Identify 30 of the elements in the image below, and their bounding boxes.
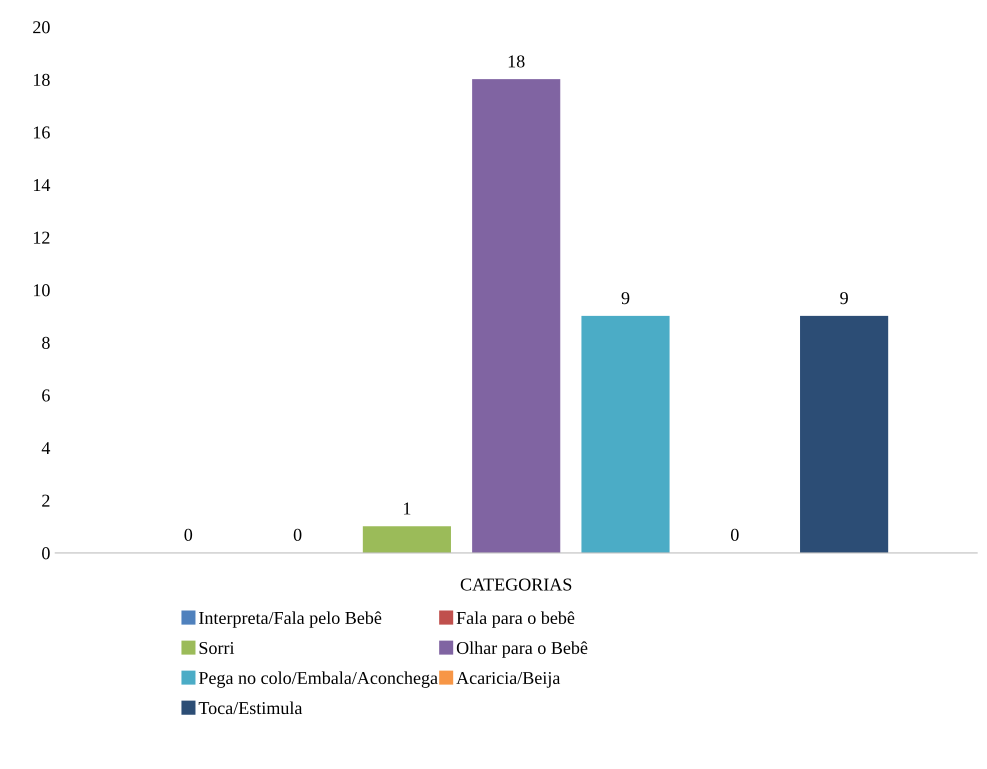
y-tick-label: 18 bbox=[34, 74, 50, 86]
data-label: 18 bbox=[508, 55, 525, 68]
legend-label: Pega no colo/Embala/Aconchega bbox=[198, 671, 438, 688]
data-label: 0 bbox=[294, 528, 302, 541]
data-label: 9 bbox=[840, 292, 848, 304]
bar bbox=[800, 316, 888, 553]
y-tick-label: 14 bbox=[34, 179, 50, 191]
data-label: 0 bbox=[730, 528, 739, 541]
y-tick-label: 0 bbox=[42, 547, 50, 560]
legend-label: Fala para o bebê bbox=[456, 611, 574, 628]
data-label: 0 bbox=[184, 528, 192, 541]
y-tick-label: 16 bbox=[34, 126, 50, 139]
y-tick-label: 8 bbox=[42, 336, 50, 349]
bar bbox=[472, 79, 560, 553]
legend-label: Sorri bbox=[200, 642, 234, 654]
y-tick-label: 12 bbox=[34, 232, 50, 244]
y-tick-label: 2 bbox=[42, 494, 50, 507]
x-tick-label: CATEGORIAS bbox=[460, 578, 572, 591]
data-label: 9 bbox=[622, 292, 630, 304]
legend-label: Interpreta/Fala pelo Bebê bbox=[199, 611, 382, 628]
legend-label: Olhar para o Bebê bbox=[456, 641, 588, 658]
y-tick-label: 6 bbox=[42, 389, 50, 402]
legend-label: Acaricia/Beija bbox=[456, 672, 560, 688]
bar bbox=[362, 526, 451, 553]
y-tick-label: 4 bbox=[42, 442, 50, 454]
y-tick-label: 20 bbox=[33, 21, 50, 34]
bar bbox=[581, 316, 670, 553]
legend-label: Toca/Estimula bbox=[198, 701, 302, 714]
y-tick-label: 10 bbox=[34, 284, 50, 296]
data-label: 1 bbox=[404, 502, 410, 514]
